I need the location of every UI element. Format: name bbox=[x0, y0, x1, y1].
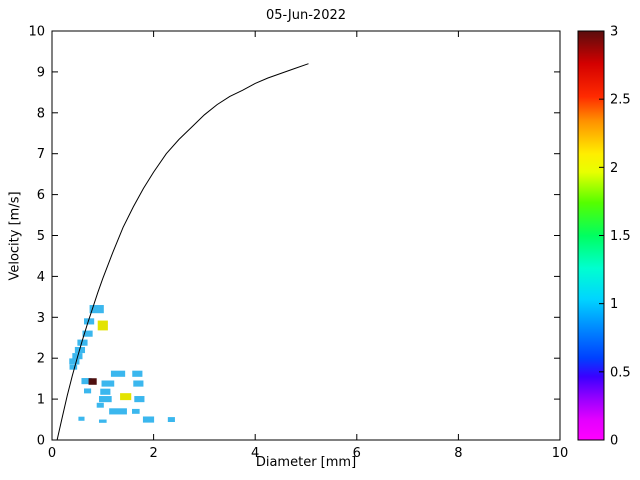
colorbar-tick-label: 2 bbox=[610, 161, 618, 176]
y-tick-label: 5 bbox=[37, 229, 45, 244]
x-tick-label: 0 bbox=[48, 446, 56, 461]
x-tick-label: 2 bbox=[149, 446, 157, 461]
heatmap-cell bbox=[78, 416, 85, 421]
x-axis-label: Diameter [mm] bbox=[255, 455, 357, 470]
colorbar-tick-label: 3 bbox=[610, 25, 618, 40]
y-tick-label: 3 bbox=[37, 311, 45, 326]
heatmap-cell bbox=[69, 364, 78, 370]
terminal-velocity-curve bbox=[56, 63, 309, 441]
x-tick-label: 6 bbox=[353, 446, 361, 461]
heatmap-cell bbox=[97, 320, 108, 331]
heatmap-cell bbox=[77, 339, 88, 346]
heatmap-cell bbox=[110, 370, 126, 377]
heatmap-cell bbox=[82, 330, 93, 337]
heatmap-cell bbox=[84, 388, 92, 394]
y-axis-label: Velocity [m/s] bbox=[7, 191, 23, 281]
colorbar-tick-label: 1.5 bbox=[610, 229, 631, 244]
heatmap-cell bbox=[81, 378, 92, 385]
y-tick-label: 6 bbox=[37, 188, 45, 203]
colorbar-tick-label: 2.5 bbox=[610, 93, 631, 108]
y-tick-label: 2 bbox=[37, 352, 45, 367]
heatmap-cell bbox=[84, 318, 95, 325]
heatmap-cell bbox=[132, 370, 143, 377]
heatmap-cell bbox=[134, 396, 145, 403]
heatmap-cell bbox=[98, 396, 112, 403]
y-tick-label: 7 bbox=[37, 147, 45, 162]
x-tick-label: 10 bbox=[552, 446, 569, 461]
y-tick-label: 10 bbox=[28, 25, 45, 40]
heatmap-cell bbox=[98, 419, 107, 423]
heatmap-cell bbox=[88, 378, 97, 385]
colorbar-tick-label: 0.5 bbox=[610, 365, 631, 380]
y-tick-label: 1 bbox=[37, 393, 45, 408]
y-tick-label: 8 bbox=[37, 106, 45, 121]
y-tick-label: 9 bbox=[37, 65, 45, 80]
colorbar-tick-label: 0 bbox=[610, 434, 618, 449]
heatmap-cell bbox=[120, 393, 132, 401]
heatmap-cell bbox=[101, 380, 115, 387]
chart-title: 05-Jun-2022 bbox=[265, 8, 347, 23]
heatmap-cell bbox=[89, 305, 104, 314]
heatmap-cell bbox=[167, 417, 175, 423]
heatmap-cell bbox=[109, 408, 127, 415]
heatmap-cell bbox=[133, 380, 144, 387]
y-tick-label: 0 bbox=[37, 434, 45, 449]
heatmap-cell bbox=[132, 408, 140, 414]
axes-box bbox=[51, 30, 561, 441]
heatmap-cell bbox=[100, 388, 111, 395]
x-tick-label: 8 bbox=[454, 446, 462, 461]
heatmap-cell bbox=[142, 416, 155, 423]
y-tick-label: 4 bbox=[37, 270, 45, 285]
colorbar-tick-label: 1 bbox=[610, 297, 618, 312]
x-tick-label: 4 bbox=[251, 446, 259, 461]
heatmap-cell bbox=[69, 358, 80, 365]
heatmap-cell bbox=[96, 402, 104, 408]
